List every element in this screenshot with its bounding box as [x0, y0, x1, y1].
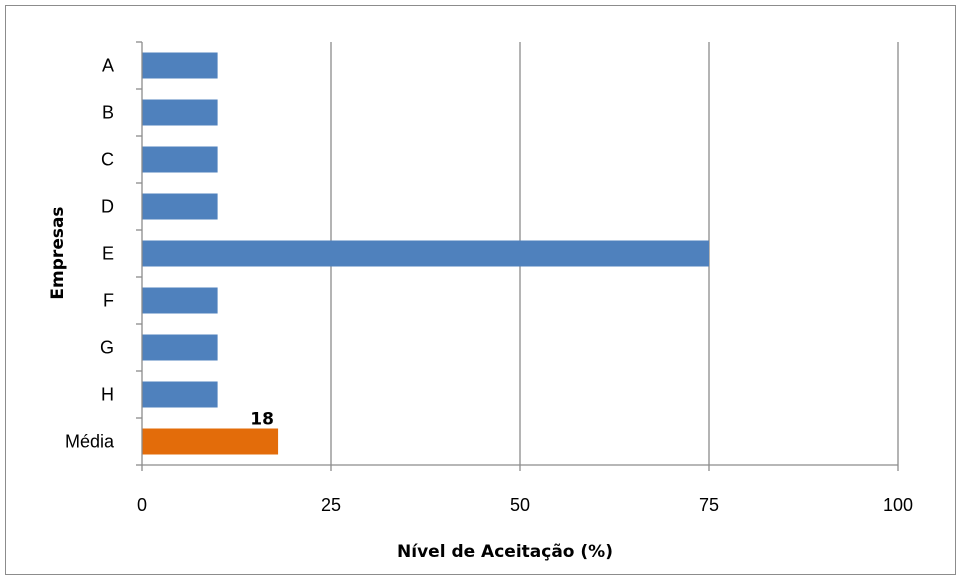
- bar-b: [142, 99, 218, 126]
- x-tick-label: 0: [137, 495, 147, 515]
- bars: [142, 52, 709, 455]
- category-label: B: [102, 103, 114, 123]
- bar-d: [142, 193, 218, 220]
- category-label: H: [101, 385, 114, 405]
- data-label: 18: [250, 410, 274, 430]
- bar-g: [142, 334, 218, 361]
- category-label: A: [102, 56, 114, 76]
- category-label: E: [102, 244, 114, 264]
- x-tick-label: 25: [321, 495, 341, 515]
- x-tick-label: 75: [699, 495, 719, 515]
- x-tick-labels: 0 25 50 75 100: [137, 495, 913, 515]
- axes: [136, 41, 898, 466]
- bar-a: [142, 52, 218, 79]
- bar-c: [142, 146, 218, 173]
- category-label: G: [100, 338, 114, 358]
- category-label: C: [101, 150, 114, 170]
- bar-e: [142, 240, 709, 267]
- x-tick-label: 50: [510, 495, 530, 515]
- bar-m-dia: [142, 428, 279, 455]
- data-labels: 18: [250, 410, 274, 430]
- x-tick-label: 100: [883, 495, 913, 515]
- category-label: Média: [65, 432, 115, 452]
- bar-h: [142, 381, 218, 408]
- category-label: D: [101, 197, 114, 217]
- category-labels: A B C D E F G H Média: [65, 56, 115, 452]
- category-label: F: [103, 291, 114, 311]
- y-axis-title: Empresas: [48, 206, 68, 299]
- x-axis-title: Nível de Aceitação (%): [397, 542, 613, 562]
- bar-f: [142, 287, 218, 314]
